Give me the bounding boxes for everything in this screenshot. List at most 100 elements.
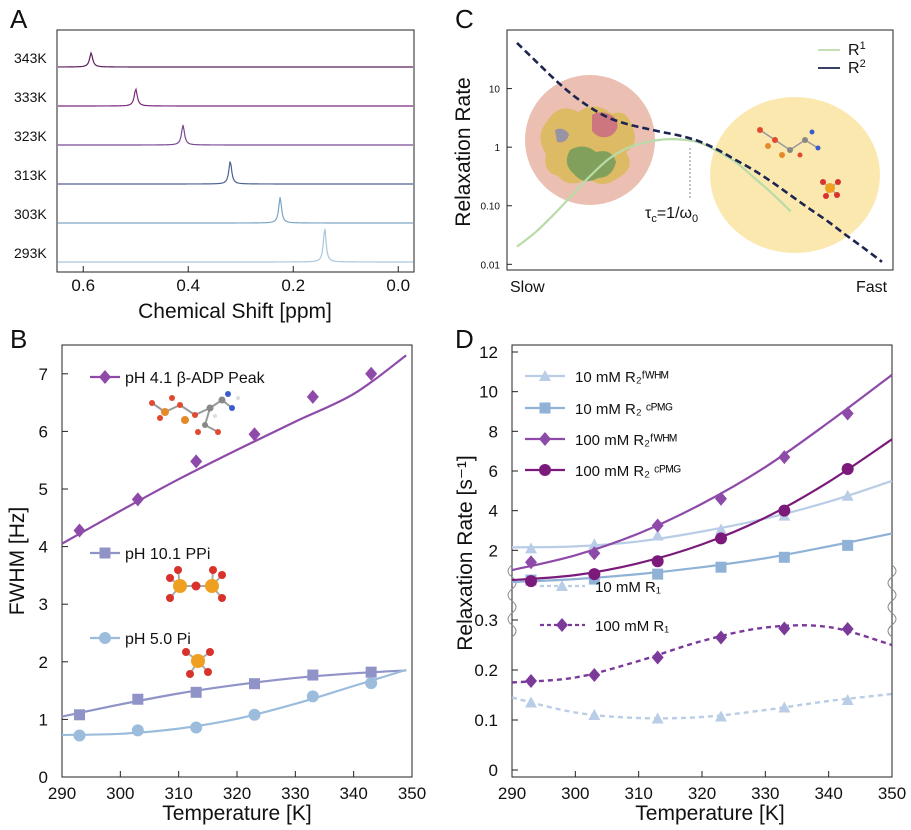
x-axis-title: Temperature [K] — [162, 802, 311, 825]
x-tick-label: 0.4 — [176, 276, 200, 295]
y-tick-label: 5 — [39, 480, 48, 499]
legend-label: 10 mM R₂ ᶜᴾᴹᴳ — [575, 401, 673, 418]
legend-label: pH 5.0 Pi — [125, 631, 191, 648]
data-point — [651, 518, 664, 533]
data-point — [190, 721, 203, 734]
spectrum-line-293K — [58, 228, 413, 263]
data-point — [841, 489, 854, 501]
data-point — [131, 724, 144, 737]
data-point — [842, 539, 854, 551]
data-point — [652, 568, 664, 580]
data-point — [841, 694, 854, 705]
data-point — [651, 712, 664, 724]
adp-molecule-icon — [149, 391, 240, 435]
data-point — [525, 696, 537, 708]
data-point — [365, 677, 378, 690]
legend-marker — [556, 618, 568, 632]
data-point — [778, 504, 791, 517]
temperature-labels: 343K 333K 323K 313K 303K 293K — [14, 50, 47, 261]
pi-small-molecule-icon — [820, 179, 841, 199]
data-point — [588, 538, 601, 550]
y-tick-label: 7 — [39, 365, 48, 384]
y-tick-label: 6 — [39, 422, 48, 441]
x-tick-label: 350 — [398, 784, 426, 803]
legend-label: R2 — [848, 58, 866, 77]
y-tick-label: 10 — [479, 383, 498, 402]
legend-marker — [99, 547, 111, 559]
data-point — [651, 650, 664, 665]
x-tick-label: 320 — [223, 784, 251, 803]
spectra-stack — [57, 51, 413, 263]
x-tick-label: 330 — [281, 784, 309, 803]
series-line-R1 — [516, 138, 792, 248]
x-tick-label: 0.2 — [281, 276, 305, 295]
data-point — [73, 523, 86, 538]
data-point — [778, 621, 791, 636]
data-point — [588, 568, 601, 581]
adp-small-molecule-icon — [757, 127, 821, 158]
spectrum-label-293K: 293K — [14, 245, 47, 261]
data-point — [841, 622, 854, 636]
data-point — [131, 492, 144, 507]
spectrum-label-343K: 343K — [14, 50, 47, 66]
data-point — [306, 690, 319, 703]
x-axis-title: Temperature [K] — [635, 802, 784, 825]
data-point — [248, 708, 261, 721]
spectrum-label-303K: 303K — [14, 206, 47, 222]
x-tick-slow: Slow — [510, 279, 545, 296]
lower-fit-line-1 — [511, 624, 893, 684]
panel-c: C — [452, 4, 894, 296]
y-axis-title: FWHM [Hz] — [6, 507, 29, 615]
data-point — [73, 729, 86, 742]
data-point — [588, 546, 601, 561]
spectrum-label-323K: 323K — [14, 128, 47, 144]
panel-b-frame — [61, 344, 413, 778]
y-tick-label: 0 — [489, 761, 498, 780]
x-axis-ticks: 290 300 310 320 330 340 350 — [498, 771, 906, 803]
panel-a-frame — [56, 29, 415, 273]
spectrum-label-333K: 333K — [14, 89, 47, 105]
panel-b: B 0 1 2 3 4 5 6 7 290 300 310 320 330 340 350 pH 4.1 … — [6, 324, 426, 825]
x-tick-label: 310 — [624, 784, 652, 803]
x-tick-label: 320 — [688, 784, 716, 803]
data-point — [190, 686, 202, 698]
x-tick-label: 340 — [814, 784, 842, 803]
panel-c-frame — [506, 29, 894, 271]
legend-label: 10 mM R₁ — [595, 579, 661, 596]
y-tick-label: 1 — [39, 710, 48, 729]
legend-marker — [539, 432, 551, 446]
data-point — [715, 532, 727, 545]
x-tick-label: 290 — [48, 784, 76, 803]
upper-fit-line-1 — [511, 532, 893, 584]
lower-fit-line-0 — [511, 692, 893, 720]
y-tick-label: 4 — [489, 502, 498, 521]
ppi-molecule-icon — [166, 566, 226, 602]
x-tick-fast: Fast — [856, 279, 888, 296]
legend-label: R1 — [848, 40, 866, 59]
spectrum-label-313K: 313K — [14, 167, 47, 183]
panel-d: D 2 4 6 8 10 12 0 0.1 0.2 0.3 290 300 310 320 330 340 3… — [454, 324, 906, 825]
y-tick-label: 8 — [489, 422, 498, 441]
upper-fit-line-3 — [511, 438, 893, 582]
legend-marker — [556, 580, 568, 591]
x-tick-label: 0.0 — [386, 276, 410, 295]
x-tick-label: 300 — [561, 784, 589, 803]
data-point — [715, 491, 727, 506]
y-tick-label: 3 — [39, 595, 48, 614]
legend-marker — [539, 402, 551, 414]
legend-marker — [539, 370, 551, 381]
data-point — [306, 389, 319, 404]
spectrum-line-313K — [58, 161, 413, 185]
y-tick-label: 4 — [39, 538, 48, 557]
y-tick-label: 0.1 — [474, 711, 498, 730]
legend-label: 100 mM R₁ — [595, 618, 669, 635]
data-point — [525, 674, 537, 688]
legend-label: 10 mM R₂ᶠᵂᴴᴹ — [575, 369, 669, 386]
x-axis-ticks: 290 300 310 320 330 340 350 — [48, 771, 426, 803]
data-point — [132, 693, 144, 705]
data-point — [74, 709, 85, 721]
data-point — [190, 454, 203, 469]
legend-marker — [99, 632, 111, 644]
